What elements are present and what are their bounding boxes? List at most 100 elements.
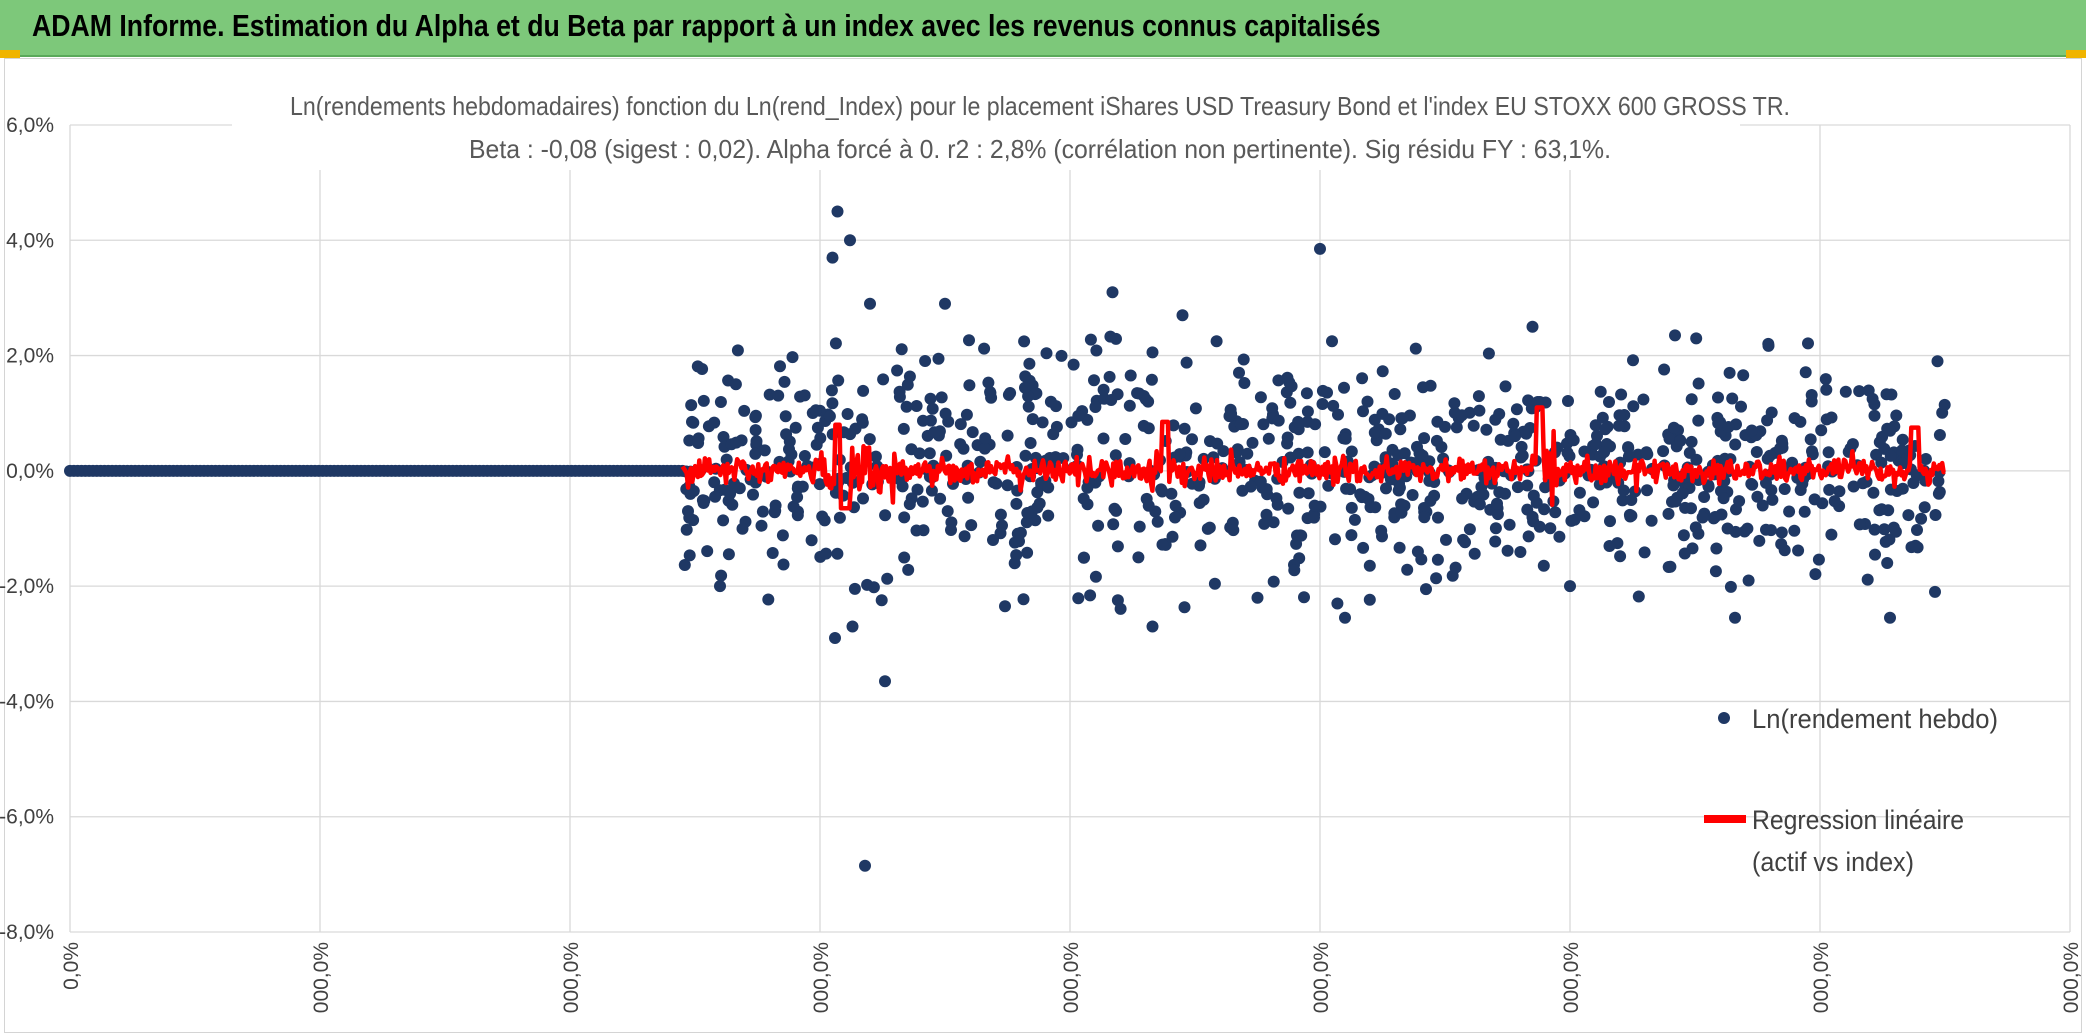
- scatter-point: [1455, 409, 1468, 422]
- scatter-point: [1825, 411, 1838, 424]
- scatter-point: [1589, 438, 1602, 450]
- regression-lines: [680, 405, 1946, 511]
- scatter-point: [1853, 518, 1866, 531]
- scatter-point: [1802, 337, 1814, 350]
- scatter-point: [1472, 390, 1485, 403]
- scatter-point: [1356, 372, 1369, 385]
- scatter-point: [1856, 477, 1869, 490]
- scatter-point: [1915, 512, 1928, 525]
- scatter-point: [1430, 572, 1443, 585]
- scatter-point: [859, 859, 871, 872]
- scatter-point: [1825, 528, 1838, 541]
- scatter-point: [1761, 414, 1774, 427]
- scatter-point: [1637, 393, 1650, 406]
- scatter-point: [1482, 347, 1495, 360]
- scatter-point: [1331, 597, 1344, 610]
- scatter-point: [1467, 419, 1480, 432]
- scatter-point: [1641, 484, 1653, 497]
- scatter-point: [987, 534, 999, 546]
- scatter-point: [1401, 563, 1414, 576]
- scatter-point: [1737, 369, 1750, 382]
- scatter-point: [1308, 499, 1321, 512]
- scatter-point: [1615, 388, 1628, 401]
- scatter-point: [1760, 523, 1772, 536]
- scatter-point: [1573, 504, 1586, 517]
- scatter-point: [1440, 533, 1452, 546]
- scatter-point: [1910, 469, 1923, 482]
- title-background: [232, 88, 1740, 170]
- scatter-point: [877, 373, 890, 386]
- scatter-point: [749, 447, 762, 460]
- scatter-point: [1722, 421, 1735, 433]
- scatter-point: [1132, 551, 1145, 564]
- scatter-point: [935, 391, 948, 404]
- scatter-point: [749, 411, 762, 424]
- scatter-point: [1669, 495, 1682, 508]
- scatter-point: [1237, 353, 1250, 366]
- scatter-point: [1383, 413, 1396, 426]
- scatter-point: [813, 478, 826, 491]
- scatter-point: [1072, 592, 1085, 605]
- scatter-point: [1084, 333, 1097, 346]
- scatter-point: [1119, 433, 1132, 445]
- scatter-point: [863, 433, 876, 446]
- y-tick-label: 6,0%: [6, 114, 54, 137]
- scatter-point: [787, 500, 800, 513]
- scatter-point: [1721, 522, 1734, 535]
- scatter-point: [1746, 478, 1759, 491]
- scatter-point: [1411, 440, 1423, 453]
- x-tick-label: 000,0%: [810, 942, 833, 1013]
- scatter-point: [1761, 452, 1774, 465]
- scatter-point: [1409, 342, 1422, 355]
- scatter-point: [1393, 481, 1406, 494]
- scatter-point: [1589, 419, 1602, 432]
- scatter-point: [1501, 544, 1514, 557]
- scatter-point: [1792, 544, 1805, 557]
- scatter-point: [1145, 373, 1158, 386]
- scatter-point: [1388, 388, 1401, 400]
- scatter-point: [1105, 394, 1118, 406]
- scatter-point: [766, 547, 779, 559]
- scatter-point: [1742, 574, 1755, 587]
- scatter-point: [963, 379, 976, 392]
- scatter-point: [1036, 416, 1049, 429]
- scatter-point: [1316, 398, 1329, 410]
- scatter-point: [1395, 506, 1408, 519]
- scatter-point: [686, 415, 698, 428]
- scatter-point: [879, 509, 892, 522]
- scatter-point: [1186, 433, 1198, 446]
- scatter-point: [1103, 370, 1116, 383]
- scatter-point: [1369, 501, 1382, 514]
- scatter-point: [1896, 433, 1909, 446]
- scatter-point: [749, 424, 762, 437]
- scatter-point: [1745, 424, 1758, 437]
- scatter-point: [1798, 505, 1811, 518]
- scatter-point: [1254, 391, 1267, 404]
- y-tick-label: 4,0%: [6, 229, 54, 252]
- regression-line: [680, 405, 1946, 511]
- scatter-point: [1788, 524, 1801, 537]
- scatter-point: [720, 453, 733, 466]
- report-title: ADAM Informe. Estimation du Alpha et du …: [32, 8, 1381, 43]
- scatter-point: [958, 530, 971, 543]
- scatter-point: [1166, 530, 1179, 543]
- scatter-point: [1911, 524, 1923, 536]
- scatter-point: [792, 480, 804, 493]
- scatter-point: [1503, 518, 1516, 531]
- scatter-point: [1812, 553, 1825, 566]
- scatter-point: [708, 416, 721, 429]
- scatter-point: [1097, 383, 1110, 396]
- scatter-point: [928, 426, 941, 439]
- scatter-point: [1123, 399, 1136, 412]
- scatter-point: [1295, 529, 1308, 542]
- scatter-point: [1169, 511, 1181, 524]
- scatter-point: [758, 444, 771, 457]
- scatter-point: [1932, 475, 1945, 488]
- scatter-point: [1326, 335, 1338, 348]
- scatter-point: [1929, 509, 1942, 521]
- scatter-point: [1398, 447, 1411, 460]
- scatter-point: [1489, 535, 1502, 548]
- scatter-point: [831, 547, 844, 560]
- scatter-point: [1267, 575, 1280, 588]
- scatter-point: [714, 396, 727, 408]
